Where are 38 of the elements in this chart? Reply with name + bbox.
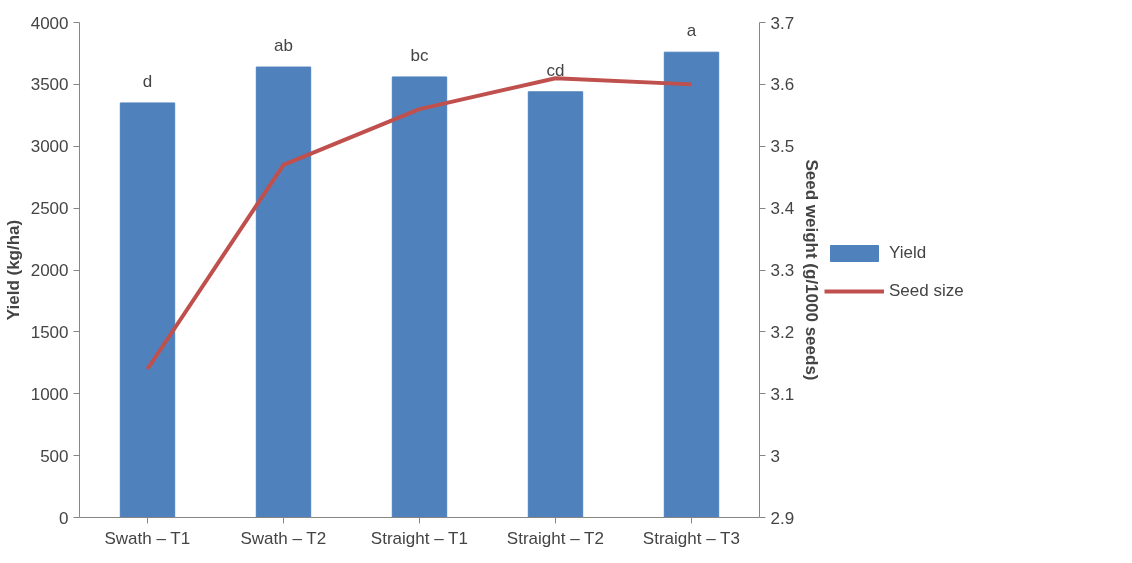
bar: [255, 66, 312, 518]
y-tick-label: 0: [59, 508, 69, 528]
y2-tick-label: 3.2: [770, 322, 795, 342]
y2-tick-label: 3.7: [770, 13, 795, 33]
y-tick-label: 1500: [30, 322, 69, 342]
y2-tick-label: 3.1: [770, 384, 795, 404]
x-tick-label: Swath – T2: [240, 528, 327, 548]
x-tick-label: Straight – T1: [370, 528, 468, 548]
y-tick-label: 2000: [30, 261, 69, 280]
legend-label: Seed size: [889, 281, 964, 301]
y-tick-label: 500: [40, 446, 69, 466]
line-series: [145, 76, 694, 371]
x-tick-label: Straight – T2: [506, 528, 604, 548]
y-tick-label: 1000: [30, 384, 69, 404]
x-tick-label: Swath – T1: [104, 528, 191, 548]
y2-tick-label: 2.9: [770, 508, 795, 528]
bar: [119, 102, 176, 518]
bar: [391, 76, 448, 518]
bar: [527, 91, 584, 518]
annotation: ab: [274, 36, 293, 56]
y2-axis-title: Seed weight (g/1000 seeds): [802, 159, 822, 381]
legend-label: Yield: [889, 243, 927, 263]
y-tick-label: 3500: [30, 75, 69, 95]
y-tick-label: 3000: [30, 137, 69, 157]
y-tick-label: 2500: [30, 199, 69, 219]
annotation: cd: [546, 60, 565, 80]
y2-tick-label: 3.5: [770, 137, 795, 157]
bar: [663, 51, 720, 518]
y2-tick-label: 3.6: [770, 75, 795, 95]
annotation: bc: [410, 45, 429, 65]
y2-tick-label: 3: [770, 446, 780, 466]
annotation: a: [686, 21, 697, 41]
x-tick-label: Straight – T3: [642, 528, 740, 548]
y-tick-label: 4000: [30, 13, 69, 33]
y2-tick-label: 3.3: [770, 261, 795, 280]
annotation: d: [142, 71, 153, 91]
y2-tick-label: 3.4: [770, 199, 795, 219]
y-axis-title: Yield (kg/ha): [3, 219, 23, 321]
